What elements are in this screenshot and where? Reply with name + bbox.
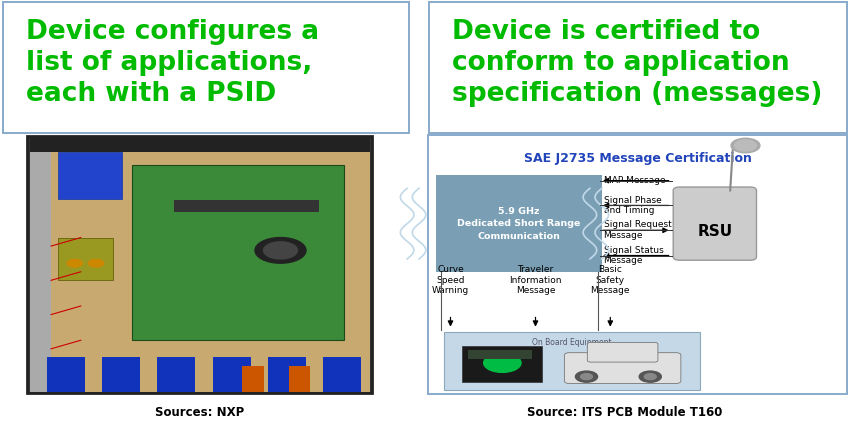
FancyBboxPatch shape	[436, 175, 602, 272]
FancyBboxPatch shape	[174, 200, 319, 208]
FancyBboxPatch shape	[564, 353, 681, 383]
Text: Device configures a
list of applications,
each with a PSID: Device configures a list of applications…	[26, 19, 319, 107]
Text: On Board Equipment: On Board Equipment	[532, 338, 611, 347]
Circle shape	[575, 371, 598, 382]
FancyBboxPatch shape	[132, 165, 344, 340]
FancyBboxPatch shape	[212, 357, 251, 392]
FancyBboxPatch shape	[429, 2, 847, 133]
Text: Basic
Safety
Message: Basic Safety Message	[591, 265, 630, 295]
FancyBboxPatch shape	[174, 204, 319, 212]
FancyBboxPatch shape	[673, 187, 756, 260]
Text: Source: ITS PCB Module T160: Source: ITS PCB Module T160	[527, 406, 722, 419]
Circle shape	[734, 140, 756, 151]
Circle shape	[581, 374, 592, 380]
Circle shape	[639, 371, 661, 382]
FancyBboxPatch shape	[30, 137, 370, 392]
FancyBboxPatch shape	[30, 137, 370, 152]
Text: 5.9 GHz
Dedicated Short Range
Communication: 5.9 GHz Dedicated Short Range Communicat…	[457, 207, 581, 241]
Text: Curve
Speed
Warning: Curve Speed Warning	[432, 265, 469, 295]
FancyBboxPatch shape	[462, 346, 542, 382]
FancyBboxPatch shape	[289, 366, 310, 392]
Circle shape	[264, 242, 298, 259]
FancyBboxPatch shape	[242, 366, 264, 392]
Text: Traveler
Information
Message: Traveler Information Message	[509, 265, 562, 295]
FancyBboxPatch shape	[468, 350, 532, 359]
FancyBboxPatch shape	[30, 152, 51, 392]
Text: Signal Phase
and Timing: Signal Phase and Timing	[604, 196, 661, 215]
FancyBboxPatch shape	[102, 357, 140, 392]
FancyBboxPatch shape	[47, 357, 85, 392]
Text: MAP Message: MAP Message	[604, 176, 665, 185]
FancyBboxPatch shape	[58, 238, 113, 280]
Circle shape	[731, 138, 760, 153]
Text: Signal Request
Message: Signal Request Message	[604, 220, 672, 240]
Text: Device is certified to
conform to application
specification (messages): Device is certified to conform to applic…	[452, 19, 823, 107]
FancyBboxPatch shape	[587, 342, 658, 362]
Text: RSU: RSU	[697, 224, 733, 239]
Text: Sources: NXP: Sources: NXP	[155, 406, 245, 419]
FancyBboxPatch shape	[428, 135, 847, 394]
FancyBboxPatch shape	[27, 136, 372, 393]
Text: Signal Status
Message: Signal Status Message	[604, 246, 663, 265]
Circle shape	[255, 238, 306, 263]
FancyBboxPatch shape	[58, 152, 122, 199]
Circle shape	[484, 354, 521, 372]
Circle shape	[67, 259, 82, 267]
FancyBboxPatch shape	[268, 357, 306, 392]
FancyBboxPatch shape	[157, 357, 196, 392]
FancyBboxPatch shape	[3, 2, 409, 133]
FancyBboxPatch shape	[323, 357, 361, 392]
Circle shape	[644, 374, 656, 380]
Text: SAE J2735 Message Certification: SAE J2735 Message Certification	[524, 152, 751, 165]
Circle shape	[88, 259, 104, 267]
FancyBboxPatch shape	[174, 202, 319, 210]
FancyBboxPatch shape	[444, 332, 700, 390]
